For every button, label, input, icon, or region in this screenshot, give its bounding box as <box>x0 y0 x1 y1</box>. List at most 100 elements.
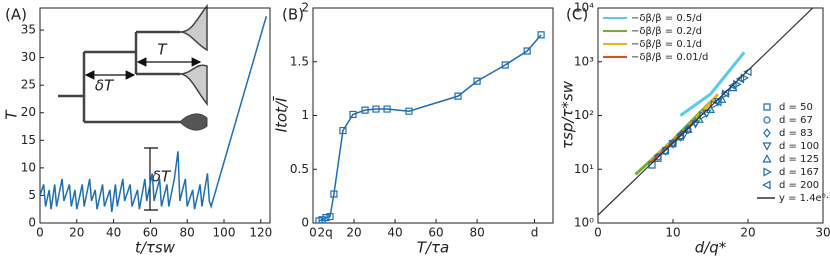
annotation: δT <box>152 168 172 186</box>
data-line <box>318 34 542 222</box>
y-tick-label: 15 <box>21 133 36 147</box>
y-tick-label: 10⁴ <box>574 1 594 15</box>
x-tick-label: 80 <box>469 226 484 240</box>
marker <box>661 145 670 156</box>
inset-diagram <box>58 3 208 211</box>
y-tick-label: 10⁰ <box>574 216 594 230</box>
marker <box>454 92 462 100</box>
x-tick-label: 120 <box>249 226 272 240</box>
marker <box>740 73 750 83</box>
legend-swatch <box>763 128 771 138</box>
data-line <box>40 16 268 213</box>
legend-swatch <box>762 180 771 190</box>
y-tick-label: 5 <box>28 188 36 202</box>
legend-label: d = 67 <box>779 115 813 126</box>
marker <box>339 126 347 135</box>
x-axis-label: T/τa <box>417 239 449 257</box>
legend-label: −δβ/β = 0.5/d <box>631 13 702 24</box>
marker <box>501 61 509 69</box>
marker <box>720 88 730 98</box>
marker <box>654 154 662 162</box>
annotation: δT <box>95 77 115 95</box>
x-axis-label: d/q* <box>695 239 727 257</box>
legend-swatch <box>763 103 771 111</box>
y-axis-label: Itot/Ī <box>273 96 291 132</box>
legend-swatch <box>762 142 772 151</box>
marker <box>683 124 693 134</box>
y-axis-label: τsp/τ*sw <box>559 80 577 149</box>
marker <box>315 217 323 223</box>
x-axis-label: t/τsw <box>135 239 176 257</box>
marker <box>684 124 692 135</box>
x-tick-label: 80 <box>180 226 195 240</box>
marker <box>383 105 391 113</box>
x-tick-label: 10 <box>665 226 680 240</box>
y-tick-label: 20 <box>21 105 36 119</box>
plot-area <box>40 16 268 213</box>
legend-label: d = 200 <box>779 180 819 191</box>
legend-label: −δβ/β = 0.01/d <box>631 52 708 63</box>
data-line <box>679 51 746 117</box>
x-tick-label: 0 <box>594 226 602 240</box>
panel-label: (B) <box>282 6 304 24</box>
marker <box>372 105 380 113</box>
plot-frame <box>312 7 554 224</box>
panel-label: (A) <box>5 6 27 24</box>
y-axis-label: T <box>3 109 21 120</box>
plot-area <box>315 31 545 223</box>
legend-label: d = 167 <box>779 167 819 178</box>
plot-area <box>598 8 814 216</box>
marker <box>326 212 334 221</box>
marker <box>537 31 545 39</box>
x-tick-label: 30 <box>815 226 830 240</box>
y-tick-label: 10¹ <box>574 162 594 176</box>
marker <box>728 80 737 91</box>
y-tick-label: 1 <box>301 108 309 122</box>
y-tick-label: 10 <box>21 160 36 174</box>
y-tick-label: 2 <box>301 1 309 15</box>
marker <box>349 110 357 119</box>
x-tick-label: d <box>531 226 539 240</box>
x-tick-label: 0 <box>36 226 44 240</box>
x-tick-label: 60 <box>428 226 443 240</box>
legend-label: d = 125 <box>779 154 819 165</box>
y-tick-label: 10³ <box>574 54 594 68</box>
x-tick-label: 60 <box>143 226 158 240</box>
x-tick-label: 100 <box>213 226 236 240</box>
legend-label: d = 83 <box>779 128 813 139</box>
y-tick-label: 1.5 <box>290 54 309 68</box>
data-line <box>598 8 814 216</box>
legend-label: −δβ/β = 0.2/d <box>631 26 702 37</box>
x-tick-label: 0 <box>309 226 317 240</box>
marker <box>523 47 531 55</box>
legend-label: −δβ/β = 0.1/d <box>631 39 702 50</box>
data-line <box>634 100 712 176</box>
legend-swatch <box>763 167 772 177</box>
y-tick-label: 25 <box>21 78 36 92</box>
marker <box>473 77 481 85</box>
x-tick-label: 40 <box>106 226 121 240</box>
legend-label: d = 100 <box>779 141 819 152</box>
x-tick-label: 20 <box>69 226 84 240</box>
plot-frame <box>39 7 271 224</box>
y-tick-label: 30 <box>21 50 36 64</box>
marker <box>361 106 369 114</box>
marker <box>735 74 745 84</box>
legend-swatch <box>762 154 772 163</box>
y-tick-label: 10² <box>574 108 594 122</box>
x-tick-label: 20 <box>346 226 361 240</box>
marker <box>330 190 338 198</box>
y-tick-label: 0.5 <box>290 162 309 176</box>
y-tick-label: 0 <box>301 216 309 230</box>
legend-label: y = 1.4e⁰·³¹ˣ <box>779 193 830 204</box>
y-tick-label: 0 <box>28 216 36 230</box>
x-tick-label: 20 <box>740 226 755 240</box>
legend-swatch <box>763 116 771 124</box>
panel-label: (C) <box>566 6 588 24</box>
annotation: T <box>157 41 168 59</box>
x-tick-label: 2q <box>317 226 332 240</box>
marker <box>405 107 413 115</box>
y-tick-label: 35 <box>21 23 36 37</box>
legend-label: d = 50 <box>779 102 813 113</box>
